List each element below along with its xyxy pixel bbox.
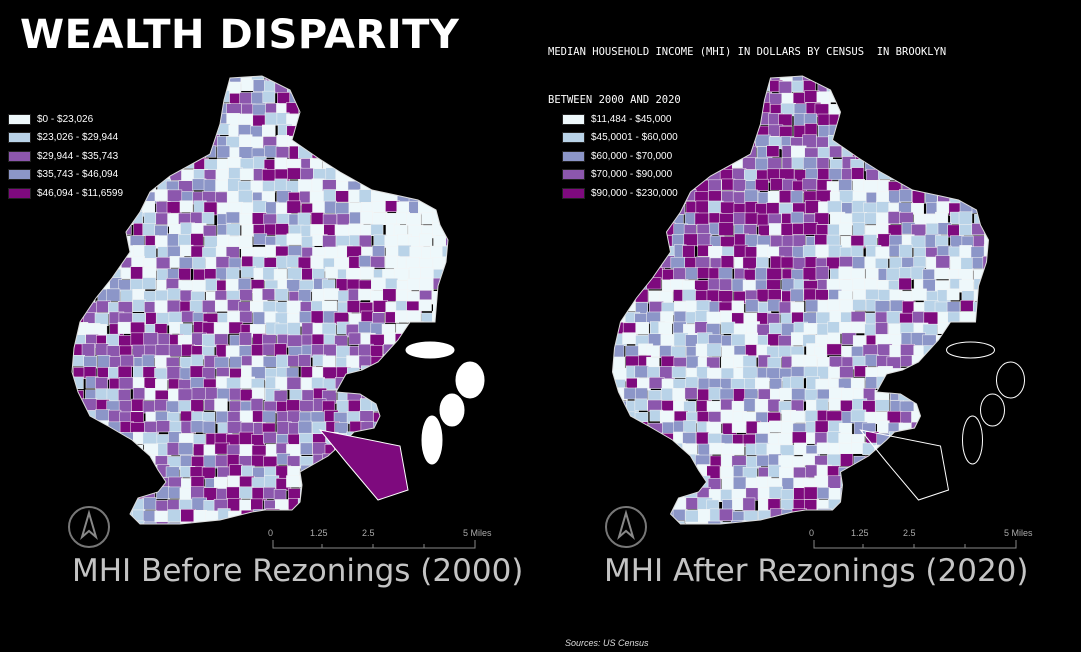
legend-item: $35,743 - $46,094: [8, 166, 123, 185]
legend-swatch: [562, 169, 585, 181]
legend-2000: $0 - $23,026 $23,026 - $29,944 $29,944 - $…: [8, 110, 123, 203]
legend-label: $29,944 - $35,743: [37, 150, 119, 162]
legend-item: $90,000 - $230,000: [562, 184, 678, 203]
legend-swatch: [8, 187, 31, 199]
choropleth-map-2020: [611, 75, 1025, 525]
legend-label: $0 - $23,026: [37, 113, 94, 125]
map-caption-2020: MHI After Rezonings (2020): [604, 553, 1029, 589]
legend-label: $11,484 - $45,000: [591, 113, 672, 125]
scale-tick-2: 2.5: [362, 528, 375, 538]
legend-label: $60,000 - $70,000: [591, 150, 673, 162]
legend-swatch: [8, 150, 31, 162]
legend-2020: $11,484 - $45,000 $45,0001 - $60,000 $60,0…: [562, 110, 678, 203]
scale-tick-3: 5 Miles: [1004, 528, 1033, 538]
legend-item: $45,0001 - $60,000: [562, 129, 678, 148]
map-subtitle: MEDIAN HOUSEHOLD INCOME (MHI) IN DOLLARS…: [548, 12, 946, 124]
legend-item: $46,094 - $11,6599: [8, 184, 123, 203]
source-note: Sources: US Census: [565, 638, 649, 648]
scale-bar-2000: 0 1.25 2.5 5 Miles: [268, 528, 508, 552]
legend-item: $60,000 - $70,000: [562, 147, 678, 166]
legend-swatch: [562, 150, 585, 162]
scale-tick-2: 2.5: [903, 528, 916, 538]
legend-swatch: [562, 113, 585, 125]
legend-label: $45,0001 - $60,000: [591, 132, 678, 144]
legend-label: $90,000 - $230,000: [591, 187, 678, 199]
legend-swatch: [8, 132, 31, 144]
legend-swatch: [8, 169, 31, 181]
legend-item: $23,026 - $29,944: [8, 129, 123, 148]
map-caption-2000: MHI Before Rezonings (2000): [72, 553, 524, 589]
subtitle-line-1: MEDIAN HOUSEHOLD INCOME (MHI) IN DOLLARS…: [548, 46, 947, 58]
choropleth-map-2000: [71, 75, 485, 525]
legend-swatch: [562, 132, 585, 144]
legend-label: $23,026 - $29,944: [37, 132, 119, 144]
legend-swatch: [8, 113, 31, 125]
scale-tick-0: 0: [268, 528, 274, 538]
page-title: WEALTH DISPARITY: [20, 12, 460, 58]
legend-item: $0 - $23,026: [8, 110, 123, 129]
legend-item: $11,484 - $45,000: [562, 110, 678, 129]
legend-label: $35,743 - $46,094: [37, 169, 119, 181]
scale-bar-2020: 0 1.25 2.5 5 Miles: [809, 528, 1049, 552]
legend-label: $46,094 - $11,6599: [37, 187, 124, 199]
scale-tick-3: 5 Miles: [463, 528, 492, 538]
scale-tick-1: 1.25: [310, 528, 328, 538]
north-arrow-icon: [68, 506, 110, 548]
subtitle-line-2: BETWEEN 2000 AND 2020: [548, 94, 681, 106]
legend-swatch: [562, 187, 585, 199]
legend-item: $70,000 - $90,000: [562, 166, 678, 185]
legend-label: $70,000 - $90,000: [591, 169, 673, 181]
scale-tick-0: 0: [809, 528, 815, 538]
scale-tick-1: 1.25: [851, 528, 869, 538]
legend-item: $29,944 - $35,743: [8, 147, 123, 166]
north-arrow-icon: [605, 506, 647, 548]
